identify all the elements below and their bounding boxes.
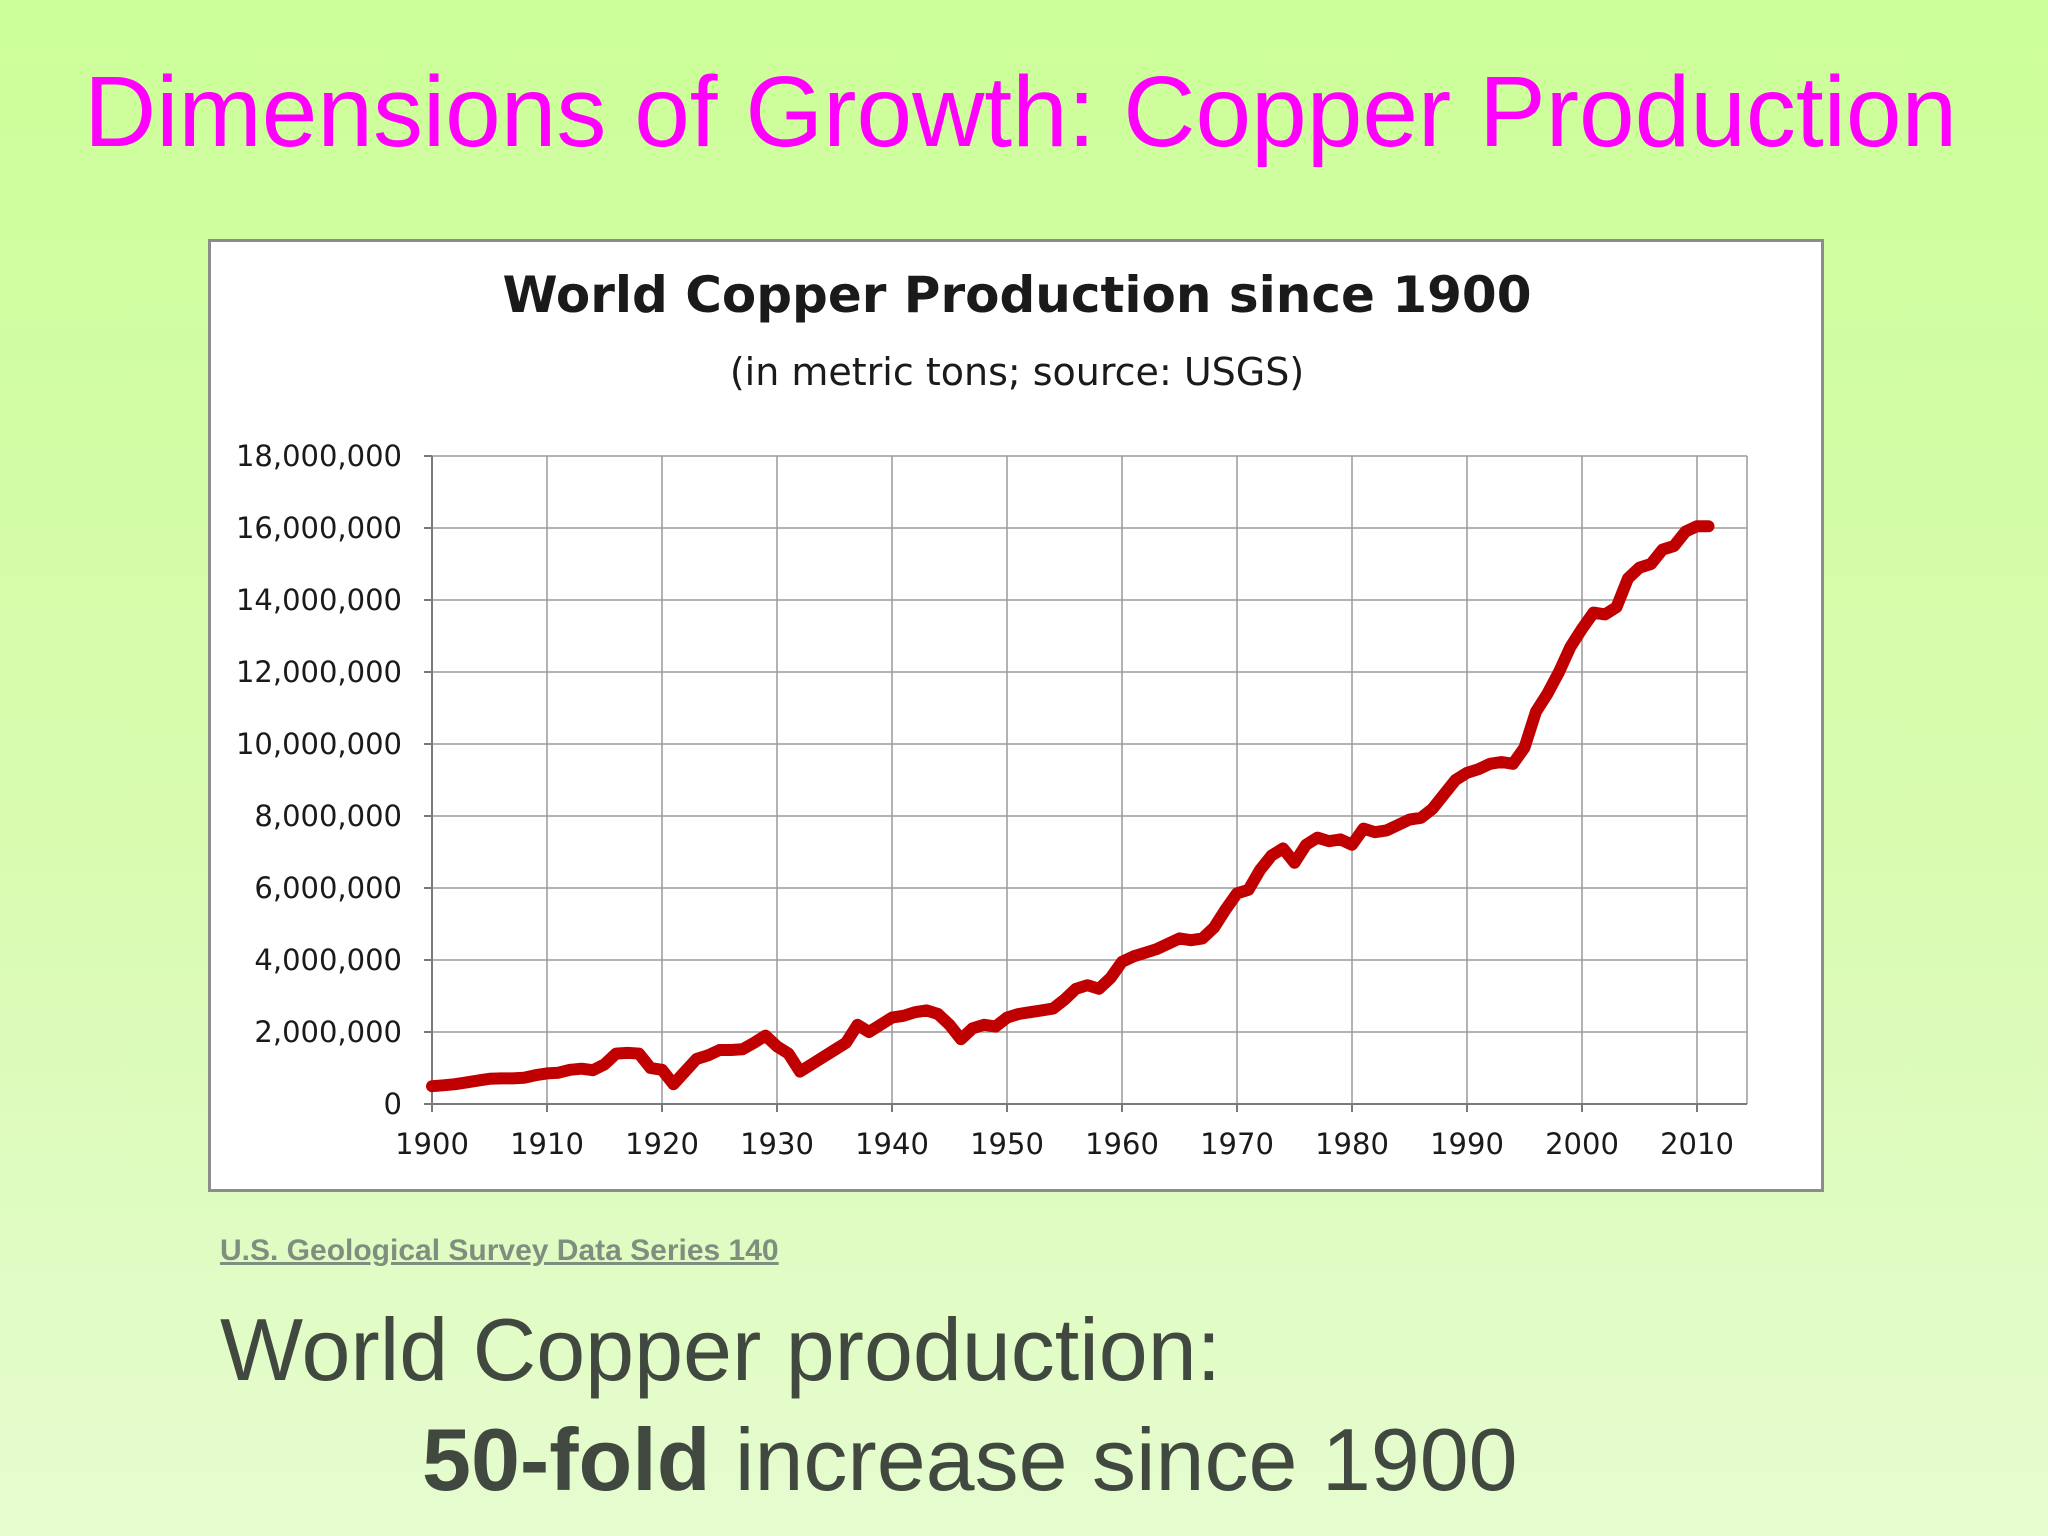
y-tick-label: 12,000,000 [236, 655, 402, 689]
slide-title: Dimensions of Growth: Copper Production [84, 56, 1958, 168]
caption-line2: 50-fold increase since 1900 [422, 1405, 1518, 1515]
x-tick-label: 1990 [1430, 1127, 1504, 1161]
x-tick-label: 1980 [1315, 1127, 1389, 1161]
y-tick-label: 2,000,000 [254, 1015, 402, 1049]
x-tick-label: 1920 [625, 1127, 699, 1161]
y-tick-label: 16,000,000 [236, 511, 402, 545]
chart-subtitle: (in metric tons; source: USGS) [730, 350, 1304, 394]
y-tick-label: 4,000,000 [254, 943, 402, 977]
y-tick-label: 18,000,000 [236, 439, 402, 473]
x-tick-label: 1960 [1085, 1127, 1159, 1161]
chart-title: World Copper Production since 1900 [502, 266, 1531, 324]
x-tick-label: 1950 [970, 1127, 1044, 1161]
caption-emphasis: 50-fold [422, 1410, 711, 1509]
copper-production-line [426, 520, 1715, 1093]
copper-production-chart: World Copper Production since 1900 (in m… [236, 266, 1748, 1161]
caption-rest: increase since 1900 [710, 1410, 1518, 1509]
chart-frame: World Copper Production since 1900 (in m… [208, 239, 1824, 1192]
y-tick-label: 10,000,000 [236, 727, 402, 761]
x-tick-label: 2000 [1545, 1127, 1619, 1161]
x-tick-label: 1970 [1200, 1127, 1274, 1161]
chart-series [426, 520, 1715, 1093]
caption-line1: World Copper production: [220, 1300, 1222, 1399]
x-tick-label: 1940 [855, 1127, 929, 1161]
chart-gridlines [424, 455, 1748, 1112]
x-axis-tick-labels: 1900 1910 1920 1930 1940 1950 1960 1970 1980 1990… [395, 1127, 1734, 1161]
y-tick-label: 8,000,000 [254, 799, 402, 833]
source-link[interactable]: U.S. Geological Survey Data Series 140 [220, 1234, 779, 1267]
x-tick-label: 1900 [395, 1127, 469, 1161]
y-axis-tick-labels: 0 2,000,000 4,000,000 6,000,000 8,000,000 10,… [236, 439, 402, 1121]
x-tick-label: 1910 [510, 1127, 584, 1161]
x-tick-label: 1930 [740, 1127, 814, 1161]
y-tick-label: 14,000,000 [236, 583, 402, 617]
y-tick-label: 6,000,000 [254, 871, 402, 905]
x-tick-label: 2010 [1660, 1127, 1734, 1161]
y-tick-label: 0 [384, 1087, 402, 1121]
